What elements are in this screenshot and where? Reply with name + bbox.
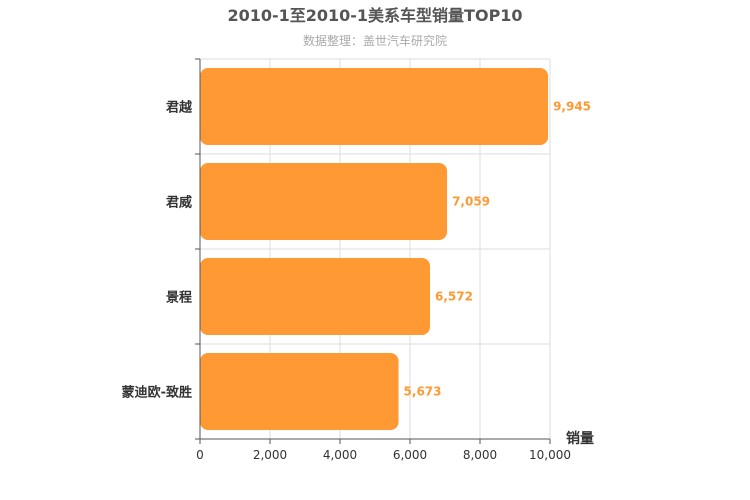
x-tick-label: 4,000 xyxy=(323,448,357,462)
category-label: 蒙迪欧-致胜 xyxy=(122,385,192,401)
x-tick-label: 2,000 xyxy=(253,448,287,462)
labels: 9,945 君越 7,059 君威 6,572 景程 5,673 蒙迪欧-致胜 xyxy=(122,100,591,401)
chart-title: 2010-1至2010-1美系车型销量TOP10 xyxy=(227,6,522,25)
x-tick-label: 10,000 xyxy=(529,448,571,462)
x-tick-label: 8,000 xyxy=(463,448,497,462)
bar-value-label: 9,945 xyxy=(553,100,591,114)
category-label: 君威 xyxy=(166,195,192,211)
axes: 0 2,000 4,000 6,000 8,000 10,000 xyxy=(195,58,571,462)
x-tick-label: 0 xyxy=(196,448,204,462)
bar-value-label: 6,572 xyxy=(435,290,473,304)
x-axis-title: 销量 xyxy=(566,430,594,447)
category-label: 君越 xyxy=(166,100,193,116)
bar[interactable] xyxy=(200,353,399,430)
bar-value-label: 5,673 xyxy=(404,385,442,399)
bar-value-label: 7,059 xyxy=(452,195,490,209)
bar[interactable] xyxy=(200,258,431,335)
chart-subtitle: 数据整理：盖世汽车研究院 xyxy=(303,33,447,48)
bar[interactable] xyxy=(200,68,549,145)
bars xyxy=(200,68,549,430)
bar[interactable] xyxy=(200,163,448,240)
x-tick-label: 6,000 xyxy=(393,448,427,462)
category-label: 景程 xyxy=(166,291,192,306)
